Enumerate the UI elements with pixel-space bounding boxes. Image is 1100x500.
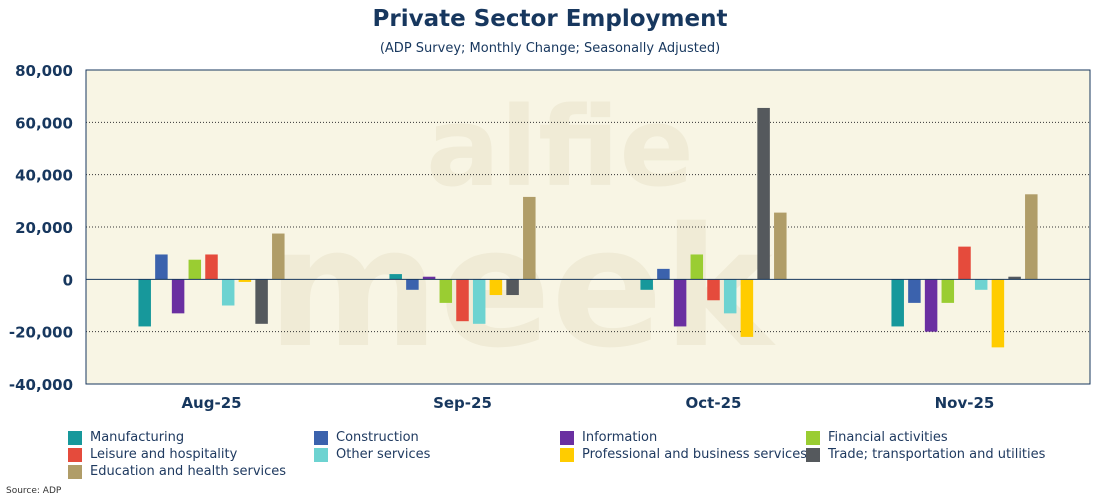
bar [974, 279, 988, 290]
bar [238, 279, 252, 282]
watermark-text: alfie [426, 83, 694, 211]
legend-label: Financial activities [828, 430, 948, 445]
y-tick-label: -40,000 [9, 376, 73, 394]
bar [891, 279, 904, 327]
bar [255, 279, 268, 324]
legend-swatch [806, 447, 820, 462]
plot-frame [85, 69, 1091, 385]
x-tick-label: Aug-25 [181, 394, 241, 412]
legend-swatch [560, 447, 574, 462]
bar [171, 279, 185, 314]
y-tick-label: 60,000 [15, 114, 73, 132]
y-tick-label: 20,000 [15, 219, 73, 237]
y-tick-label: -20,000 [9, 324, 73, 342]
y-tick-label: 40,000 [15, 167, 73, 185]
bar [958, 246, 971, 280]
bar [155, 254, 168, 280]
legend-item: Financial activities [806, 430, 1052, 445]
bar [523, 196, 536, 280]
legend-label: Other services [336, 447, 431, 462]
bar [472, 279, 486, 324]
legend-label: Information [582, 430, 658, 445]
bar [673, 279, 687, 327]
legend-item: Manufacturing [68, 430, 314, 445]
legend-swatch [68, 464, 82, 479]
bar [908, 279, 921, 303]
legend-item: Leisure and hospitality [68, 447, 314, 462]
source-note: Source: ADP [6, 486, 62, 496]
legend-label: Manufacturing [90, 430, 185, 445]
bar [439, 279, 453, 303]
bar [723, 279, 737, 314]
bar [188, 259, 202, 280]
legend-swatch [560, 430, 574, 445]
bar [924, 279, 938, 332]
legend-item: Professional and business services [560, 447, 807, 462]
x-tick-label: Sep-25 [433, 394, 492, 412]
bar [506, 279, 519, 296]
legend-item: Education and health services [68, 464, 314, 479]
legend-swatch [68, 430, 82, 445]
bar [740, 279, 754, 337]
bar [205, 254, 218, 280]
legend-swatch [806, 430, 820, 445]
chart-title: Private Sector Employment [372, 6, 728, 32]
bar [707, 279, 720, 301]
legend-item: Information [560, 430, 806, 445]
bar [640, 279, 653, 290]
bar [941, 279, 955, 303]
legend-item: Construction [314, 430, 560, 445]
legend-swatch [314, 447, 328, 462]
bar [1025, 194, 1038, 280]
legend-label: Construction [336, 430, 419, 445]
legend-label: Education and health services [90, 464, 287, 479]
bar [406, 279, 419, 290]
bar [272, 233, 285, 280]
legend-item: Trade; transportation and utilities [806, 447, 1052, 462]
legend-swatch [314, 430, 328, 445]
bar [690, 254, 704, 280]
bar [991, 279, 1005, 348]
x-tick-label: Nov-25 [935, 394, 995, 412]
y-tick-label: 0 [63, 271, 73, 289]
bar [221, 279, 235, 306]
y-tick-label: 80,000 [15, 62, 73, 80]
x-tick-label: Oct-25 [686, 394, 742, 412]
legend-item: Other services [314, 447, 560, 462]
legend-label: Leisure and hospitality [90, 447, 238, 462]
bar [757, 107, 770, 280]
legend-label: Professional and business services [582, 447, 807, 462]
bar [138, 279, 151, 327]
bar [389, 274, 402, 280]
bar [456, 279, 469, 322]
bar [489, 279, 503, 296]
watermark-text: meek [267, 192, 776, 384]
chart-legend: Manufacturing Construction Information Fina… [68, 430, 1088, 479]
bar [774, 212, 787, 280]
bar [657, 268, 670, 280]
legend-swatch [68, 447, 82, 462]
legend-label: Trade; transportation and utilities [828, 447, 1046, 462]
bar [1008, 276, 1021, 280]
bar [422, 276, 436, 280]
chart-subtitle: (ADP Survey; Monthly Change; Seasonally … [379, 41, 721, 56]
